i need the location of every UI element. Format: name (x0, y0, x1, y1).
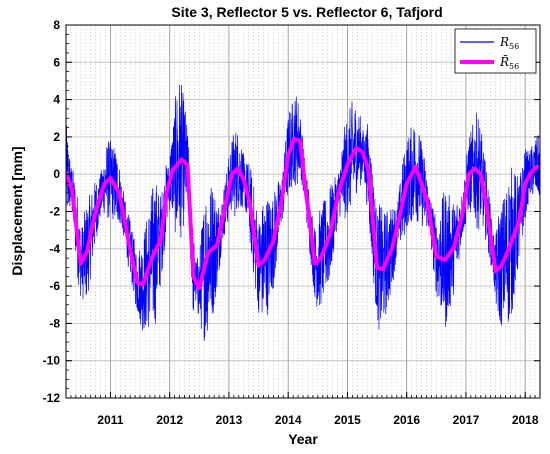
x-axis-label: Year (288, 431, 318, 447)
y-tick-label-5: -2 (49, 205, 60, 219)
x-tick-label-4: 2015 (334, 413, 361, 427)
series-smoothed-line (66, 136, 539, 290)
y-axis-label: Displacement [mm] (9, 146, 25, 275)
y-tick-label-10: 8 (53, 18, 60, 32)
x-axis: 2011 2012 2013 2014 2015 2016 2017 2018 (65, 392, 541, 427)
x-tick-label-3: 2014 (275, 413, 302, 427)
chart-title: Site 3, Reflector 5 vs. Reflector 6, Taf… (171, 4, 442, 20)
x-tick-label-0: 2011 (97, 413, 123, 427)
y-tick-label-9: 6 (53, 55, 60, 69)
y-tick-label-0: -12 (43, 391, 61, 405)
y-axis: -12 -10 -8 -6 -4 -2 0 2 4 6 8 (43, 18, 540, 405)
series-layer (66, 84, 540, 342)
legend-label-smoothed: R̄56 (499, 54, 519, 71)
y-tick-label-2: -8 (49, 316, 60, 330)
y-tick-label-1: -10 (43, 354, 61, 368)
legend-label-raw: R56 (499, 35, 519, 51)
y-tick-label-4: -4 (49, 242, 60, 256)
y-tick-label-8: 4 (53, 93, 60, 107)
x-tick-label-2: 2013 (216, 413, 243, 427)
y-tick-label-3: -6 (49, 279, 60, 293)
x-tick-label-7: 2018 (512, 413, 539, 427)
y-tick-label-7: 2 (53, 130, 60, 144)
legend-box (454, 28, 537, 74)
x-tick-label-6: 2017 (453, 413, 480, 427)
x-tick-label-1: 2012 (156, 413, 183, 427)
x-tick-label-5: 2016 (393, 413, 420, 427)
plot-area (66, 84, 540, 342)
y-tick-label-6: 0 (53, 167, 60, 181)
legend: R56 R̄56 (454, 28, 537, 74)
